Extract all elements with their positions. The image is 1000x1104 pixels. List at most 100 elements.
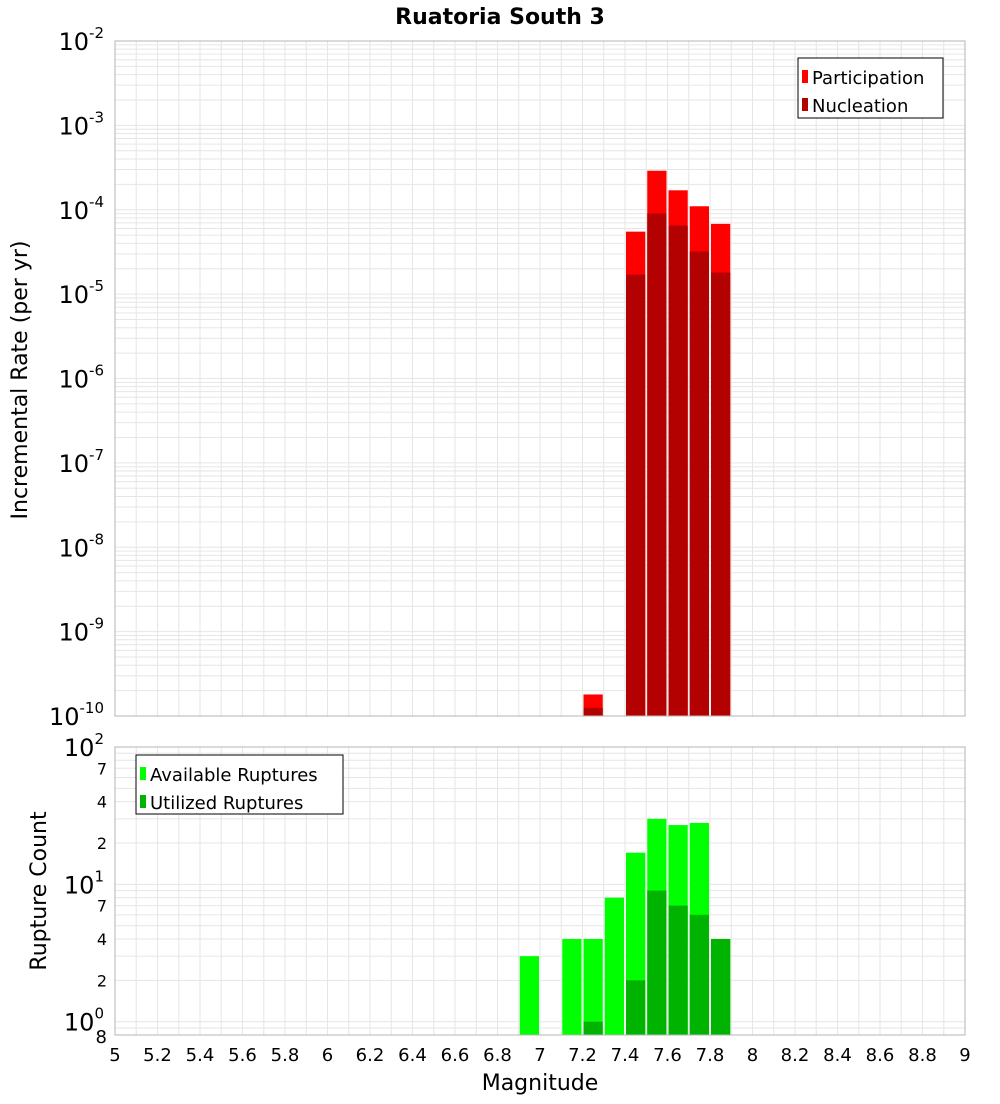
bottom-bar-0 [604,897,624,1035]
top-legend-swatch [802,98,808,111]
x-tick-label: 5 [109,1045,120,1066]
x-tick-label: 6.2 [356,1045,385,1066]
bottom-y-minor-tick-label: 8 [96,1027,107,1048]
top-y-tick-base: 10 [58,450,89,478]
bottom-bar-1 [668,905,688,1035]
bottom-y-minor-tick-label: 2 [97,971,107,990]
x-tick-label: 8 [747,1045,758,1066]
x-tick-label: 8.8 [908,1045,937,1066]
bottom-y-tick-label: 102 [64,730,104,762]
bottom-legend-swatch [140,767,146,780]
x-tick-label: 6.6 [441,1045,470,1066]
bottom-bar-0 [562,939,582,1035]
bottom-y-minor-tick-label: 2 [97,834,107,853]
x-tick-label: 5.8 [271,1045,300,1066]
top-y-tick-label: 10-5 [58,277,104,309]
bottom-y-tick-label: 100 [64,1005,104,1037]
top-legend-swatch [802,70,808,83]
top-y-tick-label: 10-10 [49,699,104,731]
bottom-y-minor-tick-label: 7 [97,759,107,778]
x-tick-label: 6 [322,1045,333,1066]
top-bar-1 [647,213,667,717]
top-y-tick-label: 10-7 [58,446,104,478]
x-axis: 5 5.2 5.4 5.6 5.8 6 6.2 6.4 6.6 6.8 7 7.2 7.4 7.6 7.8 8… [109,1045,970,1066]
top-y-tick-exp: -3 [89,108,104,126]
top-y-tick-base: 10 [58,197,89,225]
top-y-tick-label: 10-8 [58,530,104,562]
top-y-tick-base: 10 [58,366,89,394]
x-tick-label: 6.4 [398,1045,427,1066]
top-legend-box [797,57,944,119]
top-y-tick-label: 10-2 [58,24,104,56]
bottom-y-tick-exp: 2 [94,730,104,748]
top-bar-1 [668,225,688,716]
bottom-legend-label: Utilized Ruptures [150,793,303,814]
top-y-tick-exp: -7 [89,446,104,464]
top-legend-label: Nucleation [812,96,908,117]
bottom-bar-1 [647,890,667,1035]
x-tick-label: 7.2 [568,1045,597,1066]
x-tick-label: 7.4 [611,1045,640,1066]
bottom-y-minor-tick-label: 4 [97,930,107,949]
top-y-tick-base: 10 [58,112,89,140]
top-y-tick-label: 10-6 [58,362,104,394]
bottom-bar-0 [583,939,603,1035]
x-tick-label: 5.6 [228,1045,257,1066]
x-tick-label: 8.6 [866,1045,895,1066]
x-tick-label: 8.2 [781,1045,810,1066]
top-y-tick-label: 10-9 [58,615,104,647]
top-y-tick-exp: -10 [80,699,105,717]
bottom-y-minor-tick-label: 4 [97,793,107,812]
x-tick-label: 9 [959,1045,970,1066]
x-tick-label: 7.6 [653,1045,682,1066]
bottom-bar-0 [519,956,539,1035]
top-legend: Participation Nucleation [797,57,944,119]
top-legend-label: Participation [812,68,924,89]
top-y-tick-exp: -6 [89,362,104,380]
bottom-y-minor-tick-label: 7 [97,897,107,916]
x-tick-label: 6.8 [483,1045,512,1066]
x-tick-label: 5.4 [186,1045,215,1066]
top-y-axis-label: Incremental Rate (per yr) [8,241,33,520]
bottom-y-tick-exp: 0 [94,1005,104,1023]
bottom-bar-1 [689,914,709,1035]
x-tick-label: 8.4 [823,1045,852,1066]
bottom-bar-1 [626,980,646,1035]
bottom-y-tick-exp: 1 [94,867,104,885]
bottom-bar-1 [711,939,731,1035]
x-tick-label: 7 [534,1045,545,1066]
top-y-tick-exp: -2 [89,24,104,42]
top-bar-1 [583,707,603,716]
x-tick-label: 5.2 [143,1045,172,1066]
top-y-tick-base: 10 [58,534,89,562]
top-bar-1 [626,274,646,716]
bottom-y-tick-base: 10 [64,1009,95,1037]
top-y-tick-base: 10 [58,28,89,56]
top-y-tick-base: 10 [49,703,80,731]
x-tick-label: 7.8 [696,1045,725,1066]
bottom-y-tick-base: 10 [64,871,95,899]
bottom-y-axis-label: Rupture Count [27,811,52,971]
top-y-tick-exp: -4 [89,193,104,211]
top-y-tick-exp: -8 [89,530,104,548]
top-y-tick-base: 10 [58,619,89,647]
bottom-legend-box [135,754,344,815]
top-y-tick-exp: -5 [89,277,104,295]
top-y-tick-label: 10-3 [58,108,104,140]
bottom-legend-label: Available Ruptures [150,765,318,786]
bottom-bar-1 [583,1021,603,1035]
bottom-y-tick-label: 101 [64,867,104,899]
bottom-y-tick-base: 10 [64,734,95,762]
x-axis-label: Magnitude [482,1071,599,1096]
top-bar-1 [711,272,731,716]
bottom-legend: Available Ruptures Utilized Ruptures [135,754,344,815]
top-y-tick-label: 10-4 [58,193,104,225]
chart-title: Ruatoria South 3 [395,5,605,30]
top-y-tick-exp: -9 [89,615,104,633]
bottom-legend-swatch [140,795,146,808]
bottom-frame [114,746,966,1036]
top-y-tick-base: 10 [58,281,89,309]
